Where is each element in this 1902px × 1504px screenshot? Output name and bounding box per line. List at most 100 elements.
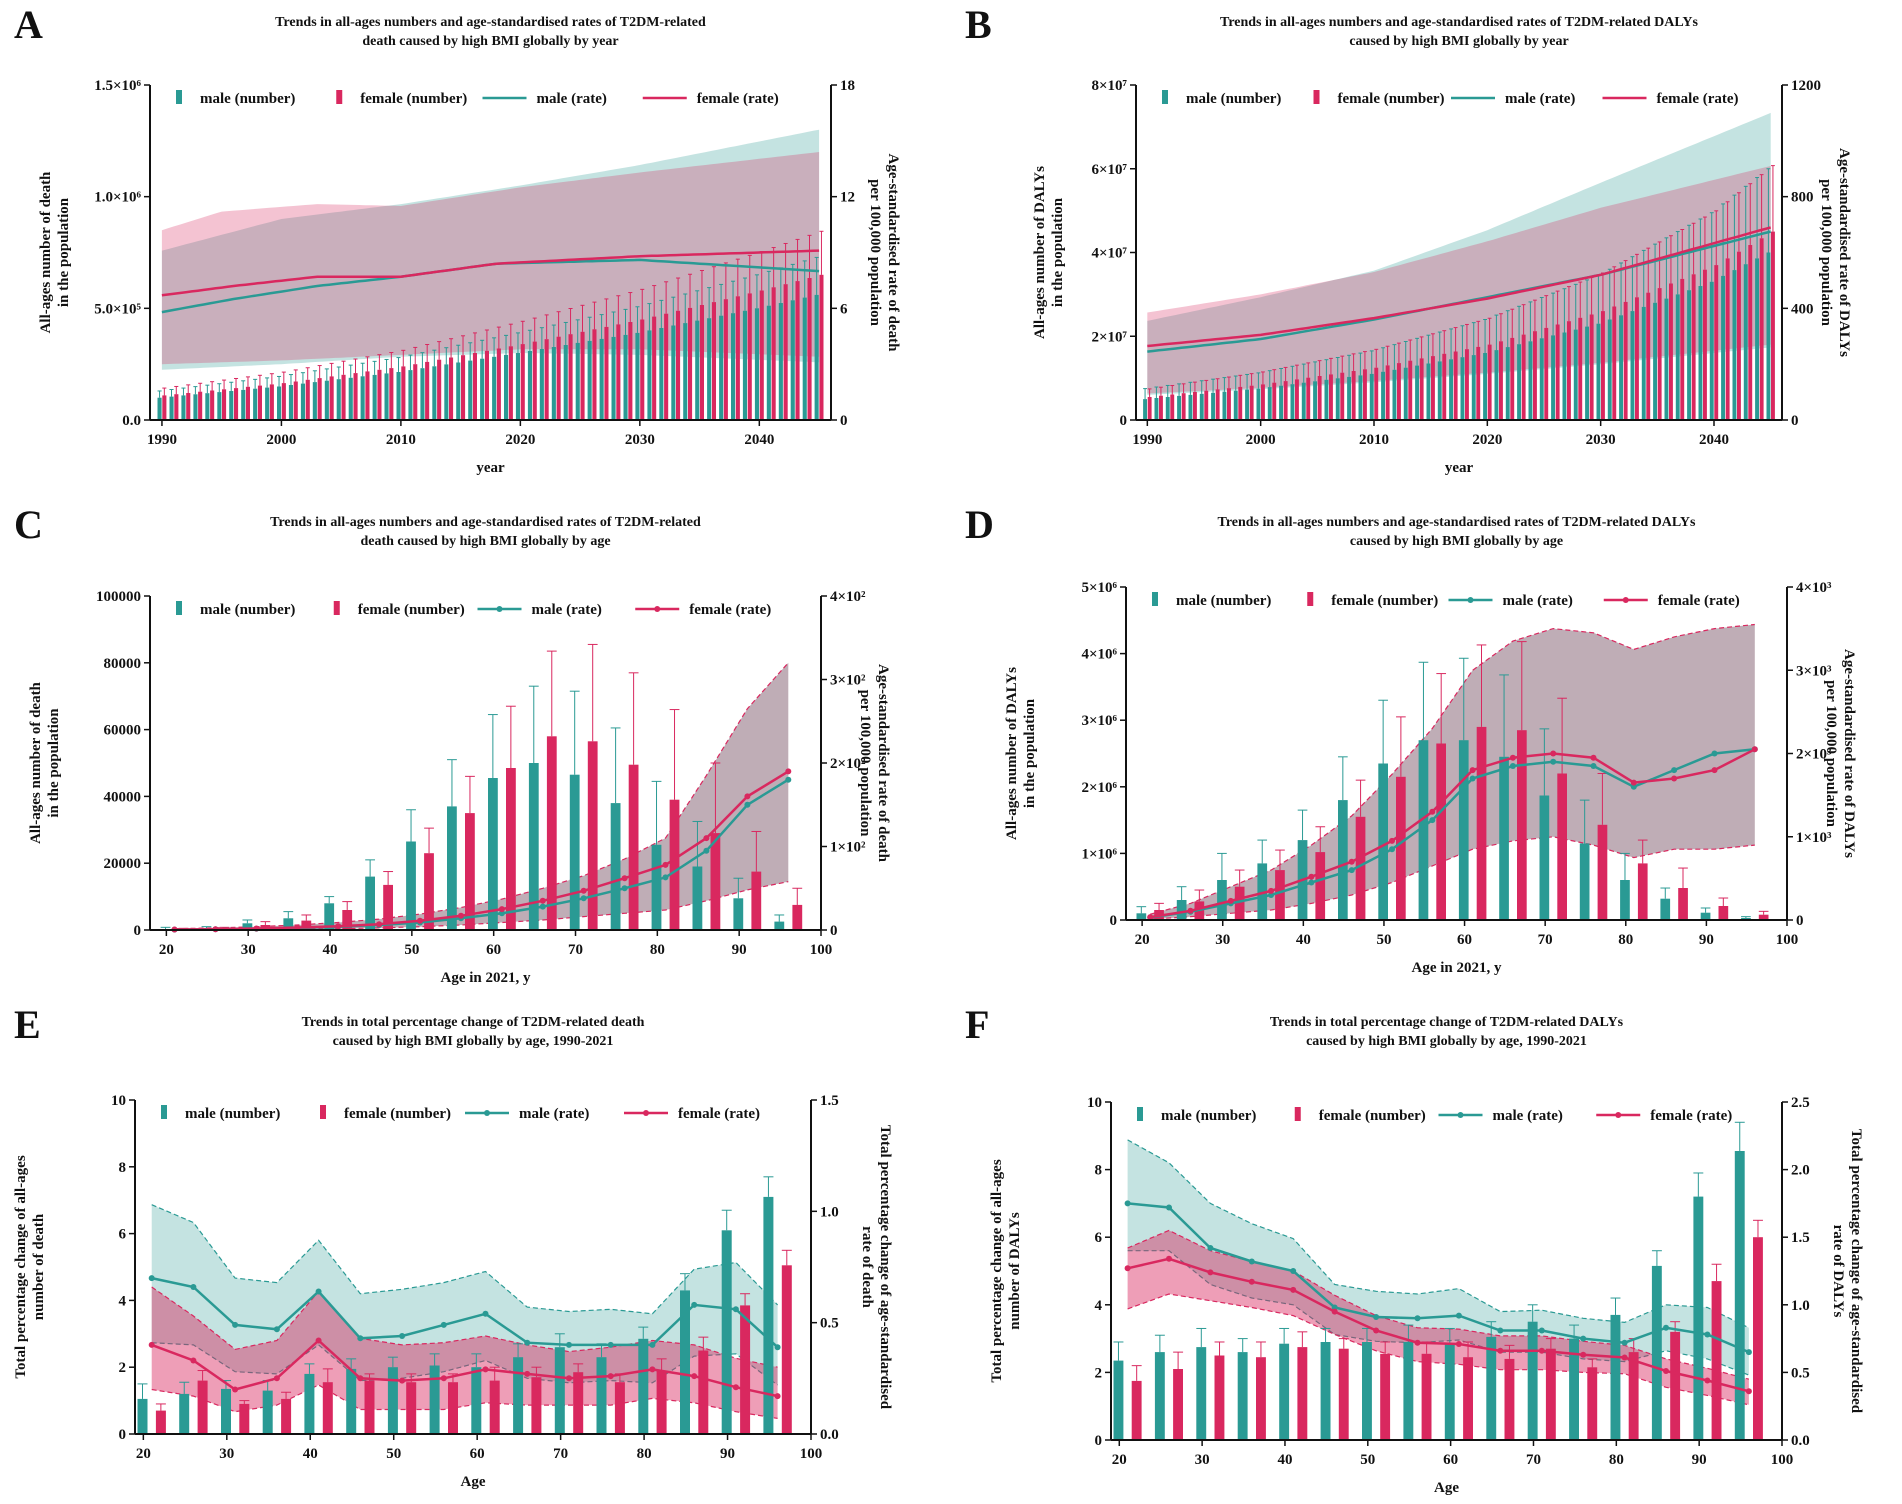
female-rate-line-point (1389, 837, 1395, 844)
female-number-bar (301, 920, 312, 930)
male-number-bar (444, 364, 449, 420)
female-number-bar (1678, 888, 1688, 920)
female-rate-line-point (524, 1370, 531, 1377)
female-rate-line-point (1290, 1286, 1297, 1293)
male-number-bar (1196, 1347, 1207, 1440)
female-number-bar (1261, 384, 1265, 420)
male-rate-line-point (774, 1344, 781, 1351)
x-tick-label: 20 (136, 1446, 151, 1462)
rate-uncertainty-band-upper-edge (1150, 623, 1755, 915)
male-rate-band-upper-edge (1127, 1139, 1750, 1329)
male-number-bar (575, 342, 580, 420)
female-rate-band-lower-edge (1127, 1293, 1750, 1406)
female-rate-line-point (1509, 754, 1516, 761)
male-rate-line-point (1348, 867, 1355, 874)
male-number-bar (554, 1347, 565, 1434)
female-number-bar (792, 904, 803, 930)
male-number-bar (1551, 335, 1555, 420)
legend-female-number: female (number) (336, 90, 467, 107)
female-number-bar (1587, 1367, 1598, 1440)
male-number-bar (1301, 382, 1306, 420)
female-number-bar (1297, 1347, 1308, 1440)
female-number-bar (1355, 816, 1366, 920)
female-number-bar (496, 348, 501, 420)
x-tick-label: 2040 (744, 432, 774, 448)
male-number-bar (1585, 326, 1589, 420)
female-rate-line-point (1429, 808, 1436, 815)
y-right-tick-label: 0.0 (1791, 1433, 1810, 1449)
male-number-bar (1415, 365, 1419, 420)
female-number-bar (174, 394, 179, 420)
female-number-bar (628, 322, 633, 420)
legend-male-number: male (number) (161, 1105, 280, 1122)
female-number-bar (1703, 269, 1707, 420)
svg-text:Age-standardised rate of DALYs: Age-standardised rate of DALYs (1841, 649, 1857, 858)
female-rate-line-point (1497, 1347, 1504, 1354)
legend-female-rate: female (rate) (635, 602, 771, 618)
male-rate-line-point (524, 1339, 531, 1346)
x-tick-label: 80 (1609, 1452, 1624, 1468)
svg-text:number of death: number of death (31, 1213, 47, 1320)
female-rate-band (1127, 1230, 1749, 1405)
female-number-bar (425, 361, 430, 420)
legend-female-number-label: female (number) (1338, 91, 1445, 107)
male-number-bar (1460, 357, 1465, 420)
legend-female-rate-label: female (rate) (1658, 593, 1740, 609)
y-left-tick-label: 60000 (104, 723, 142, 739)
male-number-bar (611, 336, 616, 420)
male-number-bar (1660, 898, 1671, 920)
male-number-bar (1494, 350, 1499, 420)
female-number-bar (1545, 1348, 1556, 1440)
x-axis-label: Age (461, 1474, 486, 1490)
x-axis-label: year (1445, 460, 1474, 476)
male-number-bar (277, 386, 282, 420)
y-right-tick-label: 400 (1791, 301, 1814, 317)
female-number-bar (1657, 288, 1662, 420)
x-tick-label: 60 (470, 1446, 485, 1462)
male-number-bar (790, 300, 795, 420)
male-number-bar (1290, 384, 1295, 420)
legend-male-number: male (number) (1152, 592, 1271, 609)
male-number-bar (1320, 1342, 1331, 1440)
female-rate-line-point (498, 906, 505, 913)
legend-male-number-swatch (1152, 592, 1158, 606)
female-rate-line-point (1621, 1354, 1628, 1361)
legend-male-number: male (number) (176, 90, 295, 107)
legend-female-number-swatch (1313, 90, 1320, 104)
female-rate-line-point (1331, 1308, 1338, 1315)
male-number-bar (1217, 880, 1227, 920)
legend-male-rate: male (rate) (1438, 1108, 1563, 1124)
male-rate-line-point (1538, 1327, 1545, 1334)
female-rate-line-point (1207, 1269, 1214, 1276)
axes: 0 2 4 6 8 10 0.0 0.5 1.0 1.5 20 30 40 50 60 70 80 90 100 (111, 1093, 839, 1462)
male-number-bar (1335, 378, 1340, 420)
female-number-bar (448, 1382, 458, 1434)
y-right-tick-label: 12 (840, 190, 855, 206)
female-rate-line-point (1704, 1377, 1711, 1384)
chart-title-line-1: Trends in total percentage change of T2D… (1270, 1015, 1624, 1030)
male-number-bar (283, 918, 294, 930)
uncertainty-bands (1150, 623, 1755, 920)
male-number-bar (513, 1357, 524, 1434)
svg-text:per 100,000 population: per 100,000 population (857, 690, 873, 837)
female-number-bar (1170, 394, 1175, 420)
legend-male-number-label: male (number) (200, 602, 295, 618)
panel-letter: C (14, 502, 43, 547)
male-number-bar (1630, 311, 1635, 420)
svg-text:in the population: in the population (1050, 197, 1066, 307)
male-number-bar (1527, 1321, 1538, 1440)
male-number-bar (659, 328, 664, 420)
female-number-bar (1408, 360, 1413, 420)
y-left-tick-label: 6 (1095, 1230, 1103, 1246)
female-rate-line-point (1711, 767, 1718, 774)
legend-male-rate: male (rate) (477, 602, 602, 618)
legend-female-rate: female (rate) (1596, 1108, 1732, 1124)
male-number-bar (707, 318, 712, 420)
female-rate-line-point (357, 1375, 364, 1382)
male-rate-line-point (190, 1284, 197, 1290)
female-rate-line-point (1124, 1265, 1131, 1272)
y-left-tick-label: 3×10⁶ (1081, 713, 1117, 729)
legend-male-rate-label: male (rate) (519, 1106, 589, 1122)
male-number-bar (1573, 329, 1578, 420)
